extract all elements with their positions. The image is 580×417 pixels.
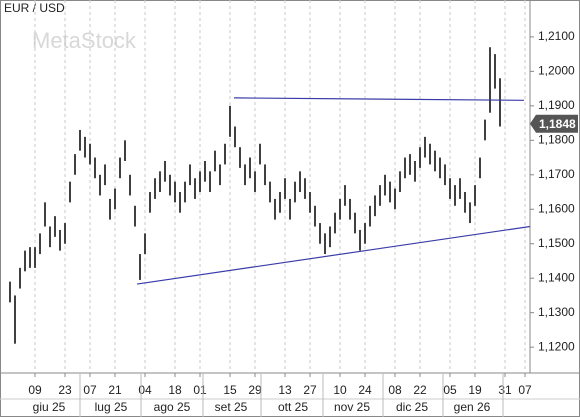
month-label: lug 25 [95,400,128,414]
x-tick-label: 27 [303,383,317,397]
x-tick-label: 01 [193,383,207,397]
watermark: MetaStock [32,28,137,53]
month-label: giu 25 [33,400,66,414]
x-tick-label: 07 [518,383,532,397]
x-tick-label: 05 [443,383,457,397]
x-tick-label: 15 [223,383,237,397]
y-tick-label: 1,2100 [538,29,575,43]
y-tick-label: 1,1400 [538,270,575,284]
month-label: nov 25 [334,400,370,414]
y-tick-label: 1,1700 [538,167,575,181]
x-tick-label: 29 [248,383,262,397]
x-tick-label: 19 [468,383,482,397]
y-tick-label: 1,1500 [538,236,575,250]
x-tick-label: 10 [333,383,347,397]
month-label: dic 25 [396,400,428,414]
y-tick-label: 1,1800 [538,132,575,146]
x-tick-label: 08 [388,383,402,397]
trendline [233,97,525,101]
month-label: ago 25 [154,400,191,414]
x-tick-label: 07 [83,383,97,397]
y-tick-label: 1,1300 [538,305,575,319]
x-tick-label: 24 [358,383,372,397]
x-tick-label: 09 [28,383,42,397]
x-tick-label: 22 [413,383,427,397]
y-tick-label: 1,1900 [538,98,575,112]
x-tick-label: 21 [108,383,122,397]
x-tick-label: 13 [278,383,292,397]
y-tick-label: 1,1600 [538,201,575,215]
x-tick-label: 31 [498,383,512,397]
month-label: ott 25 [278,400,308,414]
x-tick-label: 04 [138,383,152,397]
trendline [136,225,531,285]
month-label: set 25 [215,400,248,414]
x-tick-label: 23 [58,383,72,397]
x-tick-label: 18 [168,383,182,397]
month-label: gen 26 [454,400,491,414]
last-price-label: 1,1848 [539,117,576,131]
y-tick-label: 1,1200 [538,339,575,353]
y-tick-label: 1,2000 [538,64,575,78]
last-price-tag [530,114,578,133]
